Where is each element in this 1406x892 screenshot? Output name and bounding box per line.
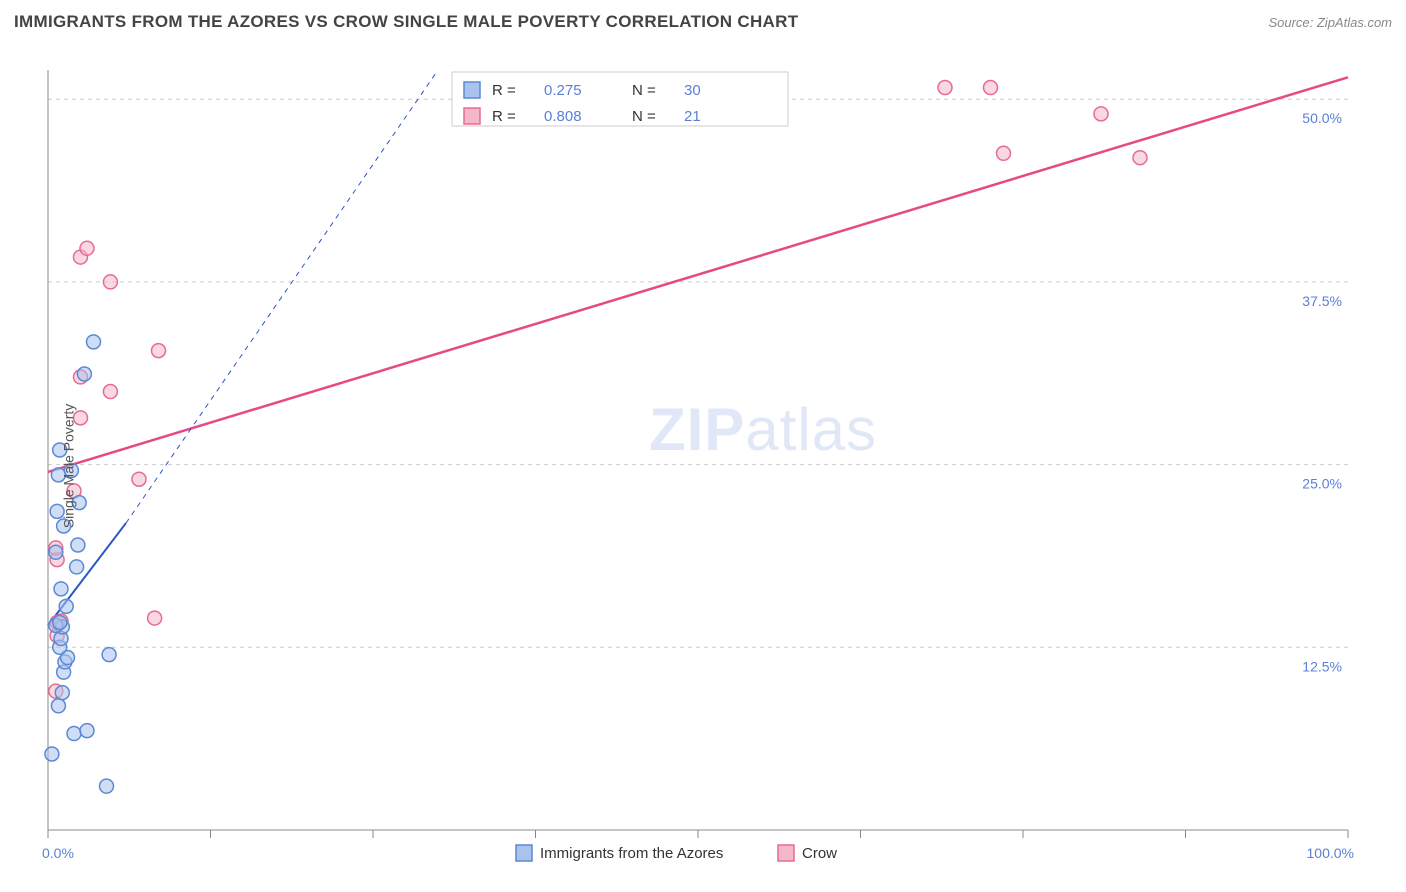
correlation-scatter-chart: 12.5% 25.0% 37.5% 50.0% ZIPatlas 0.0% 100.0% R … (0, 40, 1406, 892)
legend-n-value: 30 (684, 82, 701, 99)
data-point (70, 560, 84, 574)
data-point (1094, 107, 1108, 121)
data-point (103, 275, 117, 289)
data-point (67, 727, 81, 741)
legend-r-value: 0.808 (544, 108, 582, 125)
legend-swatch (464, 82, 480, 98)
legend-r-value: 0.275 (544, 82, 582, 99)
legend-swatch (516, 845, 532, 861)
data-point (997, 146, 1011, 160)
legend-n-value: 21 (684, 108, 701, 125)
chart-title: IMMIGRANTS FROM THE AZORES VS CROW SINGL… (14, 12, 798, 32)
data-point (51, 699, 65, 713)
data-point (938, 81, 952, 95)
y-tick-label: 12.5% (1302, 658, 1342, 674)
data-point (54, 582, 68, 596)
data-point (53, 615, 67, 629)
legend-r-label: R = (492, 108, 516, 125)
legend-series-label: Immigrants from the Azores (540, 845, 723, 862)
data-point (80, 241, 94, 255)
data-point (102, 648, 116, 662)
data-point (100, 779, 114, 793)
data-point (71, 538, 85, 552)
legend-r-label: R = (492, 82, 516, 99)
data-point (1133, 151, 1147, 165)
data-point (55, 686, 69, 700)
legend-swatch (778, 845, 794, 861)
data-point (103, 385, 117, 399)
y-tick-label: 25.0% (1302, 476, 1342, 492)
x-tick-label: 0.0% (42, 845, 74, 861)
y-tick-label: 37.5% (1302, 293, 1342, 309)
source-attribution: Source: ZipAtlas.com (1268, 15, 1392, 30)
legend-n-label: N = (632, 82, 656, 99)
data-point (45, 747, 59, 761)
data-point (49, 545, 63, 559)
watermark: ZIPatlas (649, 396, 877, 463)
y-tick-label: 50.0% (1302, 110, 1342, 126)
trend-line-azores-extrapolated (126, 70, 438, 523)
data-point (132, 472, 146, 486)
data-point (87, 335, 101, 349)
legend-n-label: N = (632, 108, 656, 125)
data-point (80, 724, 94, 738)
x-tick-label: 100.0% (1307, 845, 1354, 861)
y-axis-label: Single Male Poverty (60, 404, 76, 529)
data-point (984, 81, 998, 95)
data-point (59, 599, 73, 613)
legend-swatch (464, 108, 480, 124)
data-point (152, 344, 166, 358)
data-point (77, 367, 91, 381)
legend-series-label: Crow (802, 845, 837, 862)
data-point (148, 611, 162, 625)
